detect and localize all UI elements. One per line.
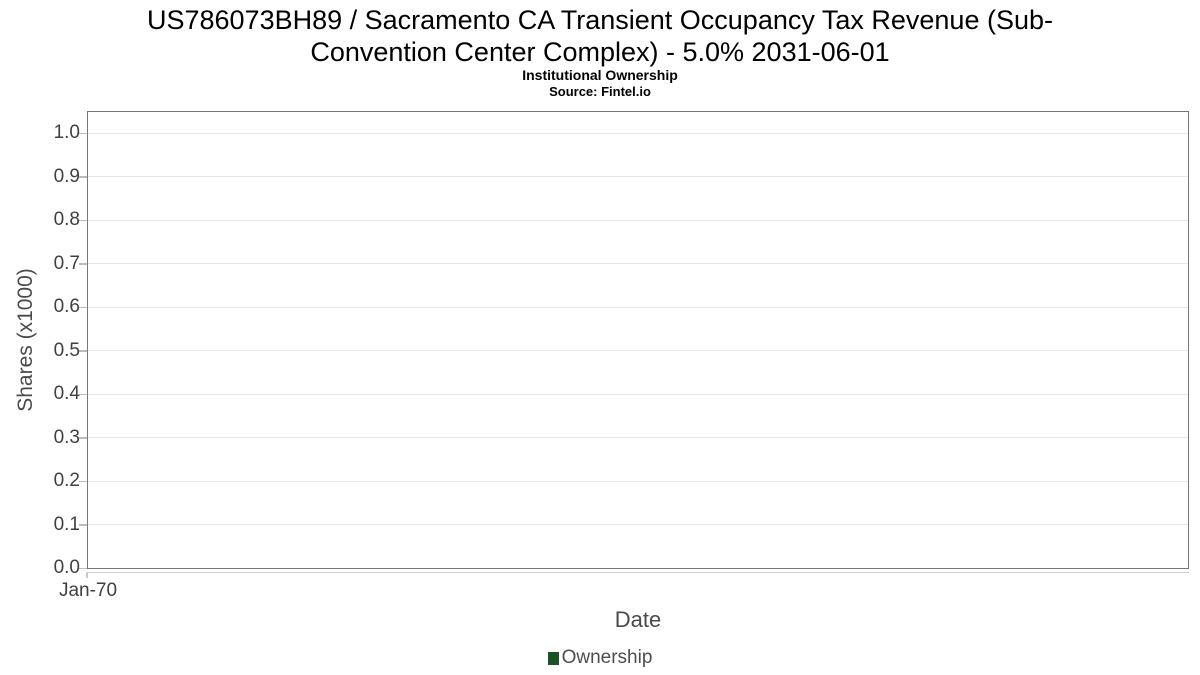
y-tick-mark <box>79 132 87 134</box>
y-tick-mark <box>79 350 87 352</box>
y-tick-label: 0.5 <box>53 339 80 361</box>
y-tick-mark <box>79 567 87 569</box>
y-tick-label: 1.0 <box>53 122 80 143</box>
y-tick-label: 0.8 <box>53 209 80 230</box>
plot-area <box>87 111 1189 569</box>
y-tick-label: 0.1 <box>53 513 80 535</box>
y-tick-mark <box>79 480 87 482</box>
gridline <box>88 350 1188 351</box>
y-tick-mark <box>79 219 87 221</box>
gridline <box>88 132 1188 134</box>
gridline <box>88 524 1188 525</box>
gridline <box>88 263 1188 264</box>
y-tick-label: 0.9 <box>53 165 80 187</box>
y-tick-mark <box>79 437 87 439</box>
y-tick-mark <box>79 524 87 526</box>
y-tick-label: 0.7 <box>53 252 80 274</box>
x-tick-mark <box>86 572 88 578</box>
x-tick-label: Jan-70 <box>58 580 118 601</box>
y-tick-mark <box>79 306 87 308</box>
y-tick-label: 0.3 <box>53 426 80 448</box>
legend-label: Ownership <box>561 647 653 668</box>
gridline <box>88 306 1188 308</box>
legend-marker-icon <box>547 651 559 665</box>
gridline <box>88 176 1188 177</box>
y-tick-label: 0.6 <box>53 296 80 317</box>
y-tick-mark <box>79 393 87 395</box>
legend: Ownership <box>0 646 1200 670</box>
chart-subtitle: Institutional Ownership <box>522 67 678 83</box>
gridline <box>88 437 1188 438</box>
chart-source: Source: Fintel.io <box>549 84 651 99</box>
gridline <box>88 480 1188 482</box>
y-tick-label: 0.2 <box>53 470 80 491</box>
y-tick-mark <box>79 176 87 178</box>
y-tick-label: 0.4 <box>53 383 80 404</box>
gridline <box>88 393 1188 395</box>
gridline <box>88 219 1188 221</box>
x-axis-title: Date <box>614 607 662 632</box>
chart-title: US786073BH89 / Sacramento CA Transient O… <box>146 5 1053 67</box>
y-tick-label: 0.0 <box>53 557 80 578</box>
x-axis-line <box>87 572 1189 573</box>
y-tick-mark <box>79 263 87 265</box>
